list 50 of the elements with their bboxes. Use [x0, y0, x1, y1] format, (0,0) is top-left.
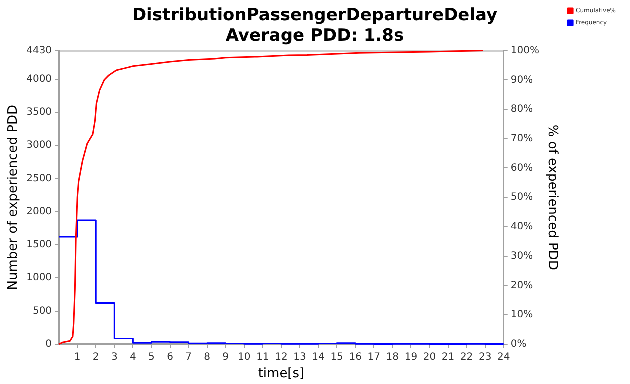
- y-tick-label: 2000: [26, 206, 52, 218]
- y2-tick-label: 30%: [510, 250, 534, 262]
- x-tick-label: 11: [256, 352, 270, 363]
- y-tick-label: 0: [46, 338, 52, 350]
- x-tick-label: 5: [148, 352, 155, 363]
- y-tick-label: 1500: [26, 240, 52, 251]
- y-tick-label: 4430: [26, 45, 52, 56]
- y2-tick-label: 60%: [510, 162, 534, 174]
- y-tick-label: 4000: [26, 74, 52, 85]
- y-tick-label: 1000: [26, 272, 52, 284]
- x-axis-title: time[s]: [258, 366, 305, 382]
- y2-tick-label: 100%: [510, 45, 540, 56]
- x-tick-label: 3: [111, 352, 118, 363]
- x-tick-label: 14: [312, 352, 325, 363]
- x-tick-label: 24: [498, 352, 510, 363]
- x-tick-label: 19: [404, 352, 418, 363]
- x-tick-label: 8: [204, 352, 211, 363]
- chart-subtitle: Average PDD: 1.8s: [226, 26, 404, 46]
- y-tick-label: 500: [32, 306, 52, 317]
- x-tick-label: 13: [294, 352, 306, 363]
- y-axis-title: Number of experienced PDD: [6, 104, 22, 290]
- x-tick-label: 2: [92, 352, 100, 363]
- x-tick-label: 21: [442, 352, 455, 363]
- y2-tick-label: 20%: [510, 280, 534, 292]
- x-tick-label: 22: [460, 352, 474, 363]
- y2-tick-label: 0%: [510, 338, 527, 350]
- x-tick-label: 17: [368, 352, 380, 363]
- x-tick-label: 7: [186, 352, 192, 363]
- x-tick-label: 1: [74, 352, 81, 363]
- x-tick-label: 9: [222, 352, 230, 363]
- x-tick-label: 6: [167, 352, 174, 363]
- y2-tick-label: 40%: [510, 222, 534, 233]
- y2-tick-label: 80%: [510, 104, 534, 116]
- y2-tick-label: 10%: [510, 310, 534, 321]
- x-tick-label: 10: [238, 352, 251, 363]
- y2-tick-label: 90%: [510, 74, 534, 86]
- y2-tick-label: 70%: [510, 133, 534, 144]
- x-tick-label: 12: [275, 352, 288, 363]
- y-tick-label: 3000: [26, 140, 52, 152]
- x-tick-label: 15: [330, 352, 344, 363]
- x-tick-label: 18: [386, 352, 400, 363]
- y-tick-label: 3500: [26, 107, 52, 118]
- y2-axis-title: % of experienced PDD: [544, 124, 560, 270]
- x-tick-label: 4: [130, 352, 136, 363]
- chart-title: DistributionPassengerDepartureDelay: [132, 6, 498, 26]
- x-tick-label: 20: [423, 352, 436, 363]
- y-tick-label: 2500: [26, 173, 52, 184]
- y2-tick-label: 50%: [510, 192, 534, 204]
- x-tick-label: 16: [349, 352, 362, 363]
- x-tick-label: 23: [478, 352, 492, 363]
